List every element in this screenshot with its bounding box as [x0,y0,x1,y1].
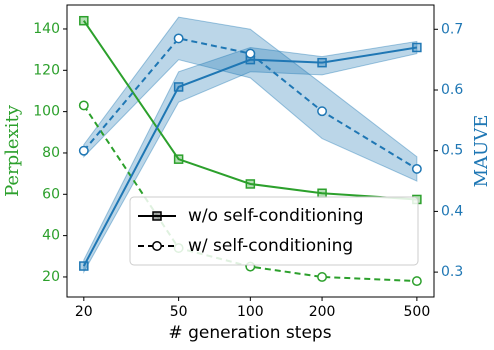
marker [411,276,422,287]
error-band [83,16,418,182]
x-tick-label: 500 [404,304,431,320]
legend-marker [152,211,162,221]
legend-marker [152,241,162,251]
series-line [82,20,417,201]
marker [245,179,256,189]
y2-tick-label: 0.4 [441,203,463,219]
y2-tick-label: 0.3 [441,264,463,280]
x-axis-label: # generation steps [168,323,331,343]
y-tick-label: 60 [42,186,60,202]
y-axis-label: Perplexity [2,104,23,197]
legend-label: w/ self-conditioning [188,236,353,256]
marker [79,261,89,271]
y-tick-label: 40 [42,228,60,244]
marker [411,163,422,174]
y2-tick-label: 0.6 [441,82,463,98]
marker [245,48,256,59]
marker [78,100,89,111]
marker [317,106,328,117]
y2-axis-label: MAUVE [471,115,492,188]
marker [173,154,184,164]
y-tick-label: 100 [33,104,60,120]
error-band [83,40,418,275]
y-tick-label: 140 [33,21,60,37]
y-tick-label: 120 [33,62,60,78]
y-tick-label: 20 [42,269,60,285]
marker [79,15,89,26]
y2-tick-label: 0.7 [441,21,463,37]
marker [173,82,184,92]
marker [173,33,184,44]
marker [317,272,328,282]
legend-label: w/o self-conditioning [188,206,364,226]
y-tick-label: 80 [42,145,60,161]
marker [317,188,327,199]
x-tick-label: 100 [237,304,264,320]
x-tick-label: 50 [170,304,188,320]
legend-box [129,196,419,266]
marker [78,145,89,156]
marker [412,42,422,53]
x-tick-label: 200 [309,304,336,320]
y2-tick-label: 0.5 [441,143,463,159]
legend: w/o self-conditioning w/ self-conditionin… [129,196,419,266]
marker [317,57,327,68]
series-line [82,46,418,267]
x-tick-label: 20 [75,304,93,320]
